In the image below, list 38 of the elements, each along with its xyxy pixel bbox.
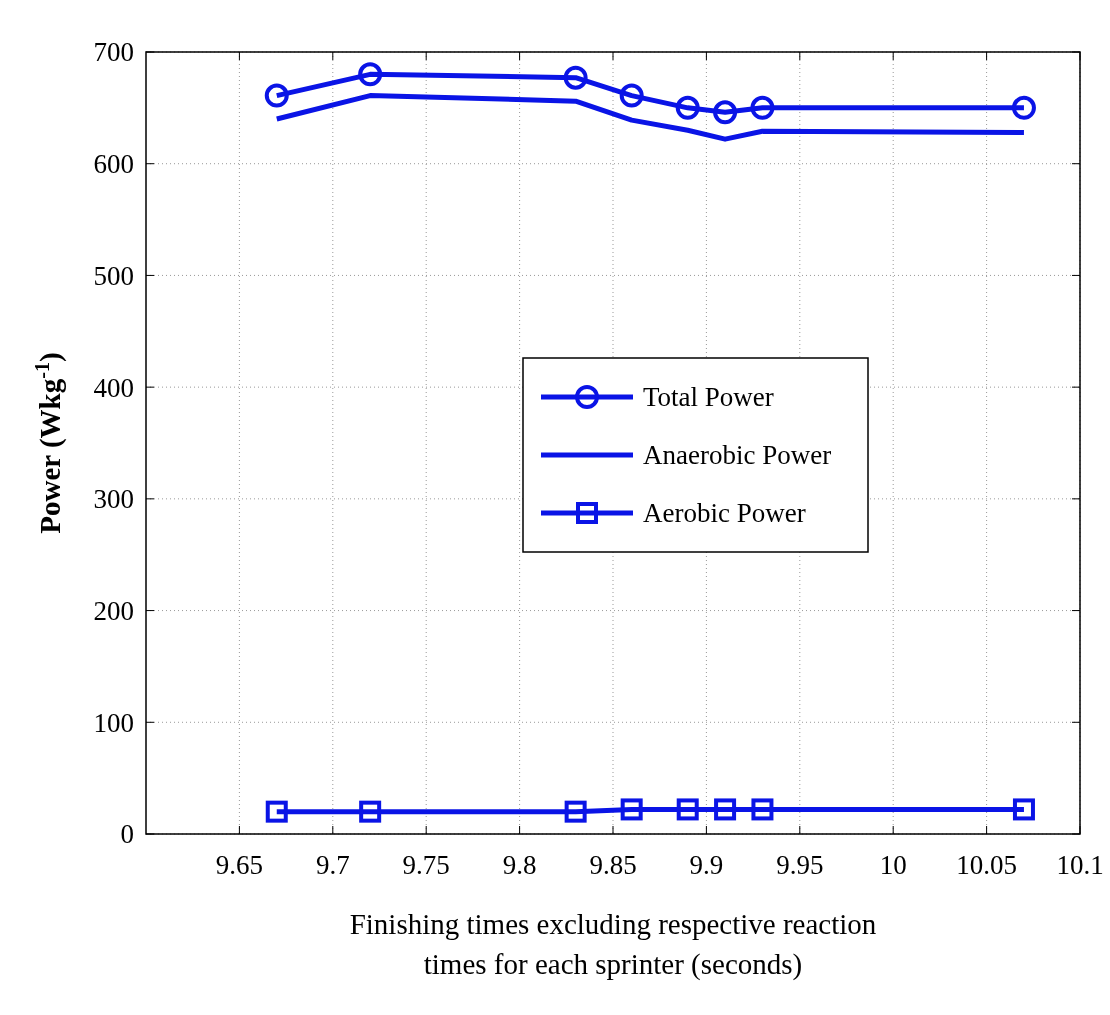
point [359, 800, 382, 823]
point [620, 798, 643, 821]
point [265, 800, 288, 823]
point [676, 798, 699, 821]
x-tick-label: 10 [879, 850, 907, 880]
x-tick-label: 9.65 [215, 850, 264, 880]
x-tick-label: 9.9 [689, 850, 724, 880]
y-tick-label: 500 [93, 260, 134, 291]
x-axis-title: Finishing times excluding respective reaction times for each sprinter (seconds) [349, 908, 877, 981]
y-tick-label: 0 [120, 819, 134, 850]
point [264, 83, 289, 108]
legend-label: Anaerobic Power [643, 440, 832, 471]
point [1012, 798, 1035, 821]
point [1011, 95, 1036, 120]
y-tick-label: 100 [93, 707, 134, 738]
point [713, 100, 738, 125]
x-tick-label: 10.1 [1056, 850, 1104, 880]
y-tick-label: 700 [93, 37, 134, 68]
legend-label: Total Power [643, 382, 774, 413]
y-tick-label: 600 [93, 149, 134, 180]
point [751, 798, 774, 821]
x-tick-label: 9.95 [776, 850, 824, 880]
point [564, 800, 587, 823]
point [619, 83, 644, 108]
x-tick-label: 9.8 [502, 850, 537, 880]
point [750, 95, 775, 120]
x-tick-label: 9.85 [589, 850, 637, 880]
y-tick-label: 300 [93, 484, 134, 515]
x-tick-label: 9.75 [402, 850, 450, 880]
point [714, 798, 737, 821]
legend-label: Aerobic Power [643, 498, 806, 529]
x-tick-label: 9.7 [315, 850, 350, 880]
point [675, 95, 700, 120]
y-tick-label: 400 [93, 372, 134, 403]
x-tick-label: 10.05 [956, 850, 1017, 880]
point [563, 65, 588, 90]
point [358, 62, 383, 87]
y-tick-label: 200 [93, 596, 134, 627]
